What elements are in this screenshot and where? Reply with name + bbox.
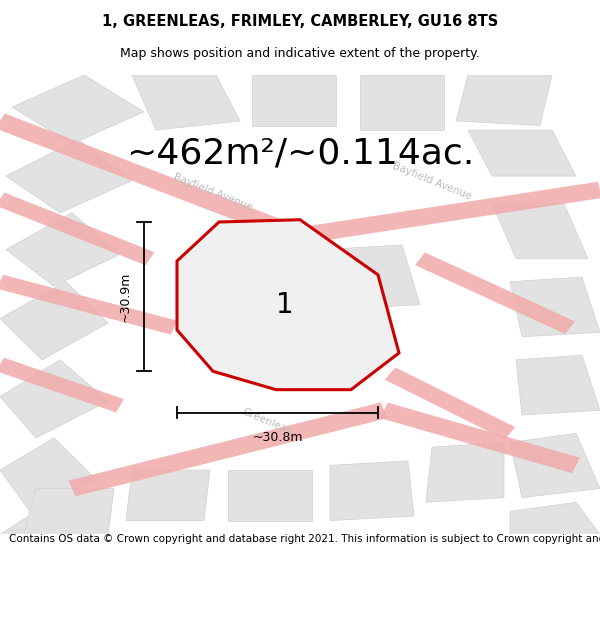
Text: Map shows position and indicative extent of the property.: Map shows position and indicative extent… <box>120 48 480 61</box>
Polygon shape <box>228 470 312 521</box>
Polygon shape <box>0 511 60 534</box>
Text: Bayfield Avenue: Bayfield Avenue <box>172 172 254 212</box>
Polygon shape <box>24 489 114 534</box>
Polygon shape <box>0 357 124 412</box>
Polygon shape <box>385 368 515 439</box>
Polygon shape <box>426 442 504 503</box>
Polygon shape <box>12 75 144 144</box>
Polygon shape <box>510 503 600 534</box>
Polygon shape <box>456 75 552 126</box>
Polygon shape <box>0 114 305 243</box>
Polygon shape <box>126 470 210 521</box>
Text: 1, GREENLEAS, FRIMLEY, CAMBERLEY, GU16 8TS: 1, GREENLEAS, FRIMLEY, CAMBERLEY, GU16 8… <box>102 14 498 29</box>
Polygon shape <box>380 402 580 473</box>
Polygon shape <box>360 75 444 130</box>
Polygon shape <box>468 130 576 176</box>
Text: Greenleas: Greenleas <box>241 407 293 437</box>
Polygon shape <box>0 438 96 511</box>
Text: Contains OS data © Crown copyright and database right 2021. This information is : Contains OS data © Crown copyright and d… <box>9 534 600 544</box>
Polygon shape <box>252 75 336 126</box>
Polygon shape <box>0 360 108 438</box>
Polygon shape <box>0 192 154 265</box>
Text: ~30.8m: ~30.8m <box>252 431 303 444</box>
Text: ~30.9m: ~30.9m <box>119 271 132 322</box>
Text: Bayfield Avenue: Bayfield Avenue <box>391 160 473 201</box>
Text: ~462m²/~0.114ac.: ~462m²/~0.114ac. <box>126 136 474 170</box>
Polygon shape <box>132 75 240 130</box>
Polygon shape <box>415 253 575 334</box>
Polygon shape <box>68 402 388 496</box>
Polygon shape <box>510 433 600 498</box>
Polygon shape <box>324 245 420 309</box>
Polygon shape <box>492 204 588 259</box>
Polygon shape <box>177 220 399 389</box>
Polygon shape <box>510 277 600 337</box>
Polygon shape <box>0 282 108 360</box>
Polygon shape <box>246 296 330 369</box>
Polygon shape <box>6 213 120 286</box>
Polygon shape <box>298 182 600 244</box>
Text: 1: 1 <box>276 291 294 319</box>
Polygon shape <box>516 355 600 415</box>
Polygon shape <box>0 275 177 334</box>
Polygon shape <box>6 139 132 212</box>
Polygon shape <box>330 461 414 521</box>
